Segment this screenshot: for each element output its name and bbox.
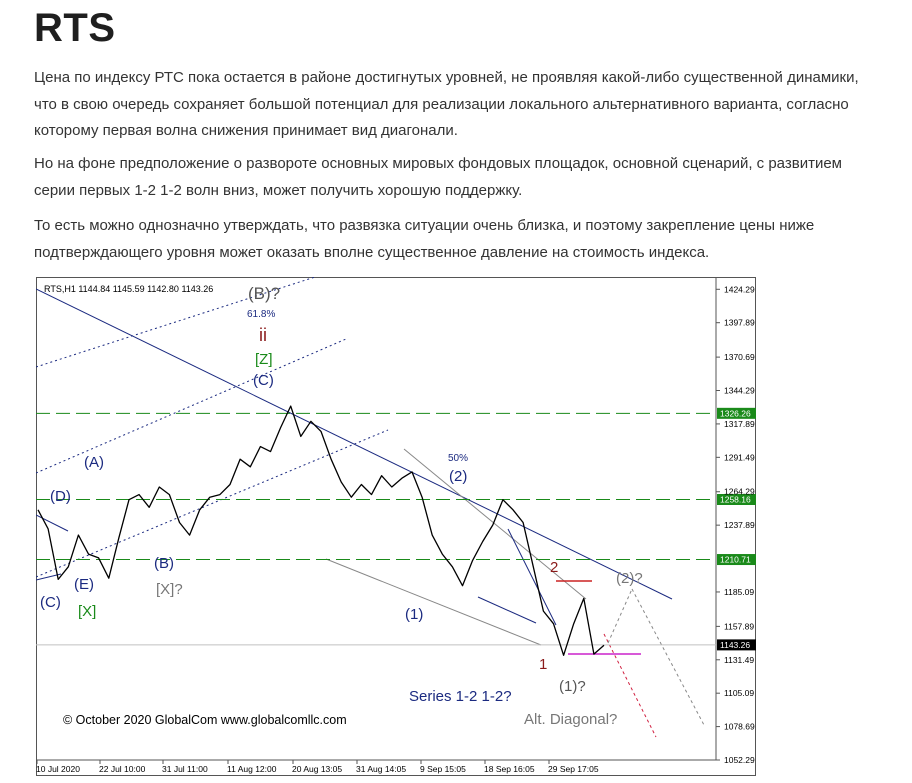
wave-1-upper-line: [507, 528, 557, 626]
y-tick-label: 1157.89: [724, 621, 754, 631]
wave-label-2-minor: 2: [550, 559, 558, 576]
paragraph-2: Но на фоне предположение о развороте осн…: [34, 155, 842, 199]
y-tick-label: 1397.89: [724, 318, 755, 328]
wave-label-2-paren: (2): [449, 468, 467, 485]
channel-line-outer: [35, 266, 347, 368]
channel-line-inner: [35, 429, 389, 578]
scenario-label-diagonal: Alt. Diagonal?: [524, 711, 617, 728]
x-tick-label: 11 Aug 12:00: [227, 764, 277, 774]
x-tick-label: 31 Jul 11:00: [162, 764, 208, 774]
y-tick-label: 1264.29: [724, 487, 755, 497]
level-label-box: [717, 554, 756, 566]
wave-label-2-question: (2)?: [616, 570, 643, 587]
level-label: 1143.26: [720, 640, 750, 650]
page-title: RTS: [34, 6, 116, 50]
level-label-box: [717, 494, 756, 506]
level-label-box: [717, 639, 756, 651]
paragraph-3: То есть можно однозначно утверждать, что…: [34, 217, 815, 261]
wave-label-a: (A): [84, 454, 104, 471]
y-tick-label: 1237.89: [724, 520, 755, 530]
wave-label-b: (B): [154, 555, 174, 572]
x-tick-label: 29 Sep 17:05: [548, 764, 599, 774]
x-tick-label: 31 Aug 14:05: [356, 764, 406, 774]
wave-label-1-paren: (1): [405, 606, 423, 623]
chart-header: RTS,H1 1144.84 1145.59 1142.80 1143.26: [44, 284, 213, 294]
rts-chart-svg: 1326.26 1258.16 1210.71 1143.26 1424.29 1397…: [35, 266, 756, 776]
main-trend-line: [35, 288, 673, 600]
wave-label-1-minor: 1: [539, 656, 547, 673]
wave-label-d: (D): [50, 488, 71, 505]
level-label: 1210.71: [720, 555, 751, 565]
y-tick-label: 1185.09: [724, 587, 754, 597]
wave-1-lower-line: [477, 596, 537, 624]
paragraph-1: Цена по индексу РТС пока остается в райо…: [34, 69, 859, 139]
y-tick-label: 1078.69: [724, 722, 755, 732]
y-tick-label: 1370.69: [724, 352, 755, 362]
fib-label-61-8: 61.8%: [247, 309, 275, 320]
y-tick-label: 1105.09: [724, 688, 754, 698]
projection-grey-up: [607, 588, 633, 644]
x-tick-label: 22 Jul 10:00: [99, 764, 146, 774]
wave-label-c-bottom: (C): [40, 594, 61, 611]
level-label: 1326.26: [720, 408, 751, 418]
y-tick-label: 1052.29: [724, 755, 755, 765]
projection-red: [603, 633, 657, 738]
wave-label-1-question: (1)?: [559, 678, 586, 695]
y-tick-label: 1424.29: [724, 284, 755, 294]
wave-label-e: (E): [74, 576, 94, 593]
price-series-line: [37, 405, 605, 656]
fib-label-50: 50%: [448, 453, 468, 464]
wave-label-z: [Z]: [255, 351, 273, 368]
x-tick-label: 9 Sep 15:05: [420, 764, 466, 774]
rts-chart: 1326.26 1258.16 1210.71 1143.26 1424.29 1397…: [35, 266, 756, 776]
d-segment: [35, 514, 69, 532]
wave-label-x-green: [X]: [78, 603, 96, 620]
grey-wedge-lower: [325, 558, 542, 646]
wave-label-ii: ii: [259, 325, 267, 345]
chart-frame: [36, 277, 756, 776]
y-tick-label: 1317.89: [724, 419, 755, 429]
level-label: 1258.16: [720, 495, 751, 505]
y-tick-label: 1131.49: [724, 655, 754, 665]
chart-copyright: © October 2020 GlobalCom www.globalcomll…: [63, 713, 347, 727]
channel-line-middle: [35, 338, 347, 474]
x-tick-label: 20 Aug 13:05: [292, 764, 342, 774]
scenario-label-series: Series 1-2 1-2?: [409, 688, 512, 705]
y-tick-label: 1344.29: [724, 386, 755, 396]
projection-grey-down: [631, 588, 705, 726]
wave-label-c-top: (C): [253, 372, 274, 389]
x-tick-label: 18 Sep 16:05: [484, 764, 535, 774]
wave-label-x-question: [X]?: [156, 581, 183, 598]
y-tick-label: 1291.49: [724, 452, 755, 462]
wave-label-b-question: (B)?: [248, 284, 280, 303]
grey-wedge-upper: [403, 448, 587, 600]
x-tick-label: 10 Jul 2020: [36, 764, 80, 774]
level-label-box: [717, 407, 756, 419]
